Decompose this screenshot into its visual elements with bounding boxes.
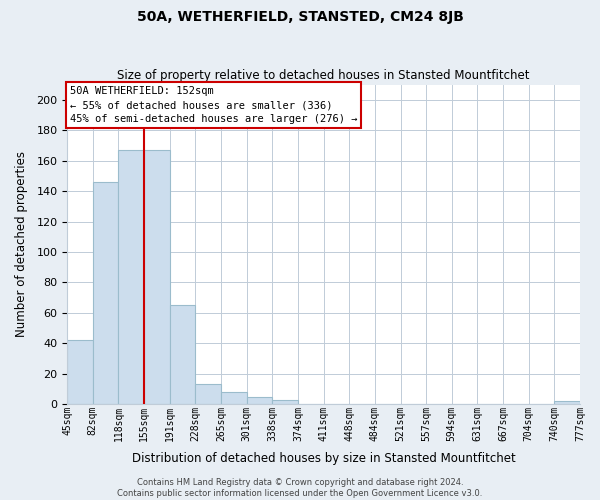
- Text: Contains HM Land Registry data © Crown copyright and database right 2024.
Contai: Contains HM Land Registry data © Crown c…: [118, 478, 482, 498]
- Bar: [272, 400, 298, 404]
- Bar: [554, 401, 580, 404]
- Bar: [196, 384, 221, 404]
- Bar: [118, 150, 144, 404]
- Text: 50A WETHERFIELD: 152sqm
← 55% of detached houses are smaller (336)
45% of semi-d: 50A WETHERFIELD: 152sqm ← 55% of detache…: [70, 86, 357, 124]
- X-axis label: Distribution of detached houses by size in Stansted Mountfitchet: Distribution of detached houses by size …: [132, 452, 515, 465]
- Bar: [170, 306, 196, 404]
- Bar: [247, 396, 272, 404]
- Title: Size of property relative to detached houses in Stansted Mountfitchet: Size of property relative to detached ho…: [118, 69, 530, 82]
- Text: 50A, WETHERFIELD, STANSTED, CM24 8JB: 50A, WETHERFIELD, STANSTED, CM24 8JB: [137, 10, 463, 24]
- Bar: [221, 392, 247, 404]
- Bar: [93, 182, 118, 404]
- Y-axis label: Number of detached properties: Number of detached properties: [15, 152, 28, 338]
- Bar: [67, 340, 93, 404]
- Bar: [144, 150, 170, 404]
